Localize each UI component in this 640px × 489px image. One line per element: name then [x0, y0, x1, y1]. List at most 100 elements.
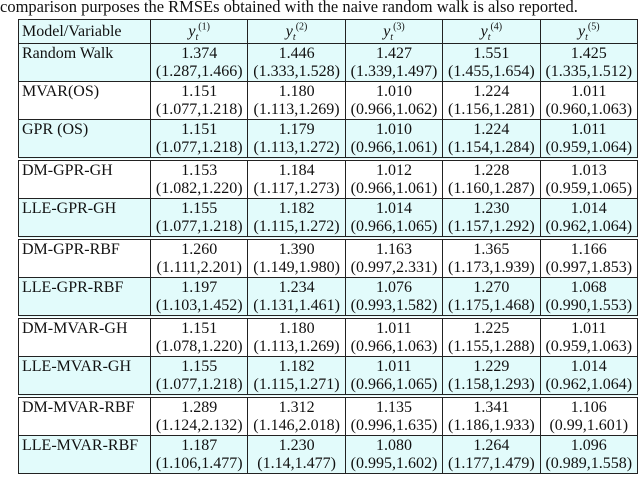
confidence-interval: (0.966,1.065) [350, 218, 438, 235]
rmse-value: 1.264 [473, 437, 510, 454]
result-cell: 1.225 (1.155,1.288) [442, 315, 541, 357]
confidence-interval: (1.333,1.528) [253, 63, 340, 80]
confidence-interval: (0.960,1.063) [545, 101, 633, 118]
model-name: LLE-GPR-RBF [18, 277, 151, 318]
rmse-value: 1.011 [571, 83, 607, 100]
result-cell: 1.228 (1.160,1.287) [442, 157, 541, 199]
result-cell: 1.260 (1.111,2.201) [149, 236, 249, 278]
confidence-interval: (1.111,2.201) [156, 259, 242, 276]
rmse-value: 1.068 [570, 279, 607, 296]
result-cell: 1.151 (1.078,1.220) [149, 315, 249, 357]
result-cell: 1.270 (1.175,1.468) [442, 277, 541, 318]
row-group: Random Walk 1.374 (1.287,1.466) 1.446 (1.333… [18, 43, 639, 160]
rmse-value: 1.011 [571, 320, 607, 337]
rmse-value: 1.229 [473, 358, 510, 375]
confidence-interval: (0.966,1.063) [350, 338, 438, 355]
confidence-interval: (0.966,1.062) [350, 101, 438, 118]
rmse-value: 1.014 [570, 200, 607, 217]
result-cell: 1.076 (0.993,1.582) [344, 277, 444, 318]
result-cell: 1.011 (0.960,1.063) [539, 81, 639, 120]
rmse-value: 1.151 [181, 121, 218, 138]
rmse-value: 1.080 [375, 437, 412, 454]
confidence-interval: (1.103,1.452) [155, 297, 243, 314]
table-row: LLE-MVAR-RBF 1.187 (1.106,1.477) 1.230 (1.14… [18, 435, 639, 474]
subscript: t [487, 31, 491, 43]
confidence-interval: (1.124,2.132) [155, 417, 243, 434]
confidence-interval: (1.077,1.218) [155, 139, 243, 156]
table-row: DM-MVAR-GH 1.151 (1.078,1.220) 1.180 (1.113,… [18, 315, 639, 357]
result-cell: 1.184 (1.117,1.273) [247, 157, 346, 199]
confidence-interval: (1.113,1.272) [253, 139, 340, 156]
confidence-interval: (0.99,1.601) [549, 417, 629, 434]
rmse-value: 1.155 [181, 200, 218, 217]
result-cell: 1.289 (1.124,2.132) [149, 394, 249, 436]
model-name: MVAR(OS) [18, 81, 151, 120]
result-cell: 1.014 (0.962,1.064) [539, 356, 639, 397]
model-name: DM-MVAR-GH [18, 315, 151, 357]
header-cell: yt(1) [149, 19, 249, 44]
confidence-interval: (0.993,1.582) [350, 297, 438, 314]
table-row: LLE-GPR-RBF 1.197 (1.103,1.452) 1.234 (1.131… [18, 277, 639, 318]
header-row: Model/Variable yt(1) yt(2) yt(3) yt(4) yt(5) [18, 19, 639, 44]
rmse-value: 1.341 [473, 399, 510, 416]
confidence-interval: (0.966,1.065) [350, 376, 438, 393]
confidence-interval: (0.989,1.558) [545, 455, 633, 472]
rmse-value: 1.260 [181, 241, 218, 258]
header-cell: yt(4) [442, 19, 541, 44]
confidence-interval: (1.157,1.292) [448, 218, 535, 235]
rmse-value: 1.163 [375, 241, 412, 258]
confidence-interval: (0.995,1.602) [350, 455, 438, 472]
row-group: DM-MVAR-GH 1.151 (1.078,1.220) 1.180 (1.113,… [18, 315, 639, 397]
rmse-value: 1.096 [570, 437, 607, 454]
header-cell: Model/Variable [18, 19, 151, 44]
result-cell: 1.014 (0.962,1.064) [539, 198, 639, 239]
header-cell: yt(3) [344, 19, 444, 44]
confidence-interval: (1.455,1.654) [448, 63, 535, 80]
result-cell: 1.446 (1.333,1.528) [247, 43, 346, 82]
result-cell: 1.151 (1.077,1.218) [149, 119, 249, 160]
rmse-value: 1.225 [473, 320, 510, 337]
subscript: t [292, 31, 296, 43]
rmse-value: 1.011 [376, 320, 412, 337]
superscript: (3) [393, 21, 405, 33]
rmse-value: 1.179 [278, 121, 315, 138]
rmse-value: 1.425 [570, 45, 607, 62]
result-cell: 1.187 (1.106,1.477) [149, 435, 249, 474]
rmse-value: 1.228 [473, 162, 510, 179]
model-name: DM-MVAR-RBF [18, 394, 151, 436]
model-name: LLE-GPR-GH [18, 198, 151, 239]
confidence-interval: (1.078,1.220) [155, 338, 243, 355]
rmse-value: 1.365 [473, 241, 510, 258]
symbol: y [578, 22, 586, 40]
rmse-value: 1.010 [375, 83, 412, 100]
table-row: LLE-GPR-GH 1.155 (1.077,1.218) 1.182 (1.115,… [18, 198, 639, 239]
model-name: Random Walk [18, 43, 151, 82]
rmse-value: 1.374 [181, 45, 218, 62]
rmse-value: 1.270 [473, 279, 510, 296]
rmse-value: 1.230 [278, 437, 315, 454]
model-name: GPR (OS) [18, 119, 151, 160]
result-cell: 1.014 (0.966,1.065) [344, 198, 444, 239]
result-cell: 1.155 (1.077,1.218) [149, 356, 249, 397]
rmse-value: 1.014 [375, 200, 412, 217]
rmse-value: 1.180 [278, 320, 315, 337]
confidence-interval: (1.177,1.479) [448, 455, 535, 472]
confidence-interval: (0.959,1.063) [545, 338, 633, 355]
rmse-value: 1.153 [181, 162, 218, 179]
confidence-interval: (1.173,1.939) [448, 259, 535, 276]
result-cell: 1.135 (0.996,1.635) [344, 394, 444, 436]
result-cell: 1.230 (1.14,1.477) [247, 435, 346, 474]
result-cell: 1.264 (1.177,1.479) [442, 435, 541, 474]
symbol: y [285, 22, 293, 40]
rmse-value: 1.076 [375, 279, 412, 296]
result-cell: 1.374 (1.287,1.466) [149, 43, 249, 82]
rmse-value: 1.224 [473, 121, 510, 138]
confidence-interval: (0.962,1.064) [545, 218, 633, 235]
result-cell: 1.068 (0.990,1.553) [539, 277, 639, 318]
result-cell: 1.390 (1.149,1.980) [247, 236, 346, 278]
confidence-interval: (1.156,1.281) [448, 101, 535, 118]
rmse-value: 1.155 [181, 358, 218, 375]
rmse-value: 1.011 [571, 121, 607, 138]
result-cell: 1.182 (1.115,1.272) [247, 198, 346, 239]
confidence-interval: (1.077,1.218) [155, 101, 243, 118]
